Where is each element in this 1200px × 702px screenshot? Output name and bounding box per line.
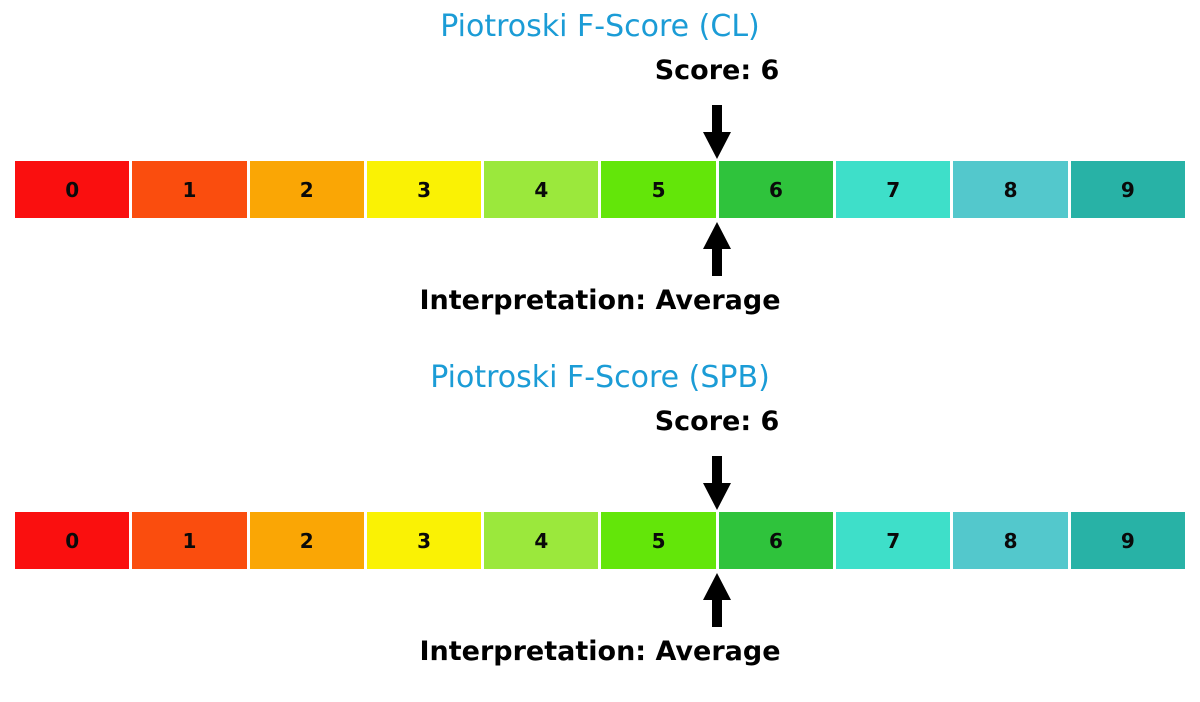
scale-segment-4: 4: [484, 161, 599, 218]
score-marker-down-arrow-icon: [703, 105, 731, 159]
scale-segment-6: 6: [718, 161, 834, 218]
scale-segment-5: 5: [601, 512, 716, 569]
scale-segment-5: 5: [601, 161, 716, 218]
scale-segment-0: 0: [15, 512, 130, 569]
scale-segment-3: 3: [366, 512, 482, 569]
scale-segment-6: 6: [718, 512, 834, 569]
scale-segment-2: 2: [249, 161, 364, 218]
scale-segment-7: 7: [836, 161, 951, 218]
score-marker-up-arrow-icon: [703, 222, 731, 276]
scale-segment-8: 8: [953, 512, 1068, 569]
scale-segment-8: 8: [953, 161, 1068, 218]
score-label: Score: 6: [654, 55, 780, 86]
score-marker-down-arrow-icon: [703, 456, 731, 510]
scale-segment-4: 4: [484, 512, 599, 569]
interpretation-label: Interpretation: Average: [419, 285, 781, 316]
scale-segment-3: 3: [366, 161, 482, 218]
chart-title: Piotroski F-Score (CL): [440, 9, 760, 44]
scale-segment-7: 7: [836, 512, 951, 569]
scale-segment-9: 9: [1070, 512, 1185, 569]
scale-segment-2: 2: [249, 512, 364, 569]
scale-segment-9: 9: [1070, 161, 1185, 218]
scale-segment-0: 0: [15, 161, 130, 218]
chart-title: Piotroski F-Score (SPB): [430, 360, 770, 395]
scale-segment-1: 1: [132, 161, 247, 218]
scale-segment-1: 1: [132, 512, 247, 569]
interpretation-label: Interpretation: Average: [419, 636, 781, 667]
score-marker-up-arrow-icon: [703, 573, 731, 627]
score-label: Score: 6: [654, 406, 780, 437]
